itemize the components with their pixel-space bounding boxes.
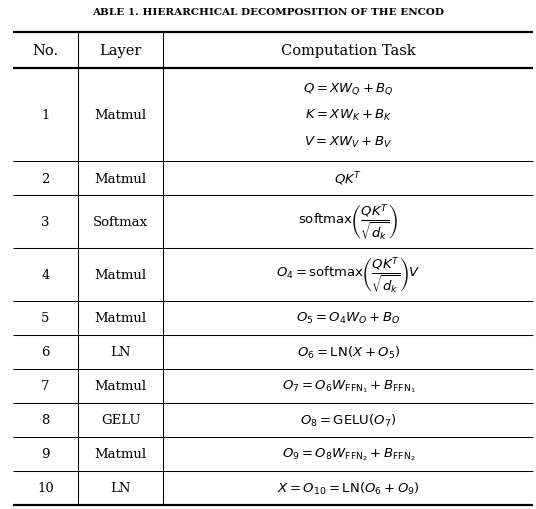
- Text: $O_5 = O_4W_O + B_O$: $O_5 = O_4W_O + B_O$: [296, 310, 401, 326]
- Text: $Q = XW_Q + B_Q$: $Q = XW_Q + B_Q$: [303, 81, 394, 97]
- Text: Matmul: Matmul: [94, 380, 147, 392]
- Text: Computation Task: Computation Task: [281, 44, 416, 58]
- Text: ABLE 1. HIERARCHICAL DECOMPOSITION OF THE ENCOD: ABLE 1. HIERARCHICAL DECOMPOSITION OF TH…: [92, 8, 444, 17]
- Text: $O_9 = O_8W_{\mathrm{FFN}_2} + B_{\mathrm{FFN}_2}$: $O_9 = O_8W_{\mathrm{FFN}_2} + B_{\mathr…: [281, 446, 415, 462]
- Text: 2: 2: [41, 173, 50, 186]
- Text: $V = XW_V + B_V$: $V = XW_V + B_V$: [304, 134, 392, 150]
- Text: Layer: Layer: [99, 44, 142, 58]
- Text: $O_7 = O_6W_{\mathrm{FFN}_1} + B_{\mathrm{FFN}_1}$: $O_7 = O_6W_{\mathrm{FFN}_1} + B_{\mathr…: [281, 378, 415, 394]
- Text: $X = O_{10} = \mathrm{LN}(O_6 + O_9)$: $X = O_{10} = \mathrm{LN}(O_6 + O_9)$: [277, 480, 420, 496]
- Text: 5: 5: [41, 312, 50, 325]
- Text: $O_8 = \mathrm{GELU}(O_7)$: $O_8 = \mathrm{GELU}(O_7)$: [300, 412, 397, 428]
- Text: Matmul: Matmul: [94, 447, 147, 461]
- Text: LN: LN: [110, 482, 131, 494]
- Text: Matmul: Matmul: [94, 173, 147, 186]
- Text: 4: 4: [41, 268, 50, 281]
- Text: GELU: GELU: [101, 414, 140, 427]
- Text: Softmax: Softmax: [93, 216, 148, 229]
- Text: $O_6 = \mathrm{LN}(X + O_5)$: $O_6 = \mathrm{LN}(X + O_5)$: [297, 344, 400, 360]
- Text: LN: LN: [110, 346, 131, 359]
- Text: 9: 9: [41, 447, 50, 461]
- Text: 1: 1: [41, 109, 50, 122]
- Text: Matmul: Matmul: [94, 312, 147, 325]
- Text: $K = XW_K + B_K$: $K = XW_K + B_K$: [304, 108, 392, 123]
- Text: $\mathrm{softmax}\left(\dfrac{QK^T}{\sqrt{d_k}}\right)$: $\mathrm{softmax}\left(\dfrac{QK^T}{\sqr…: [298, 202, 399, 243]
- Text: 8: 8: [41, 414, 50, 427]
- Text: No.: No.: [33, 44, 58, 58]
- Text: 6: 6: [41, 346, 50, 359]
- Text: Matmul: Matmul: [94, 109, 147, 122]
- Text: Matmul: Matmul: [94, 268, 147, 281]
- Text: $QK^T$: $QK^T$: [334, 171, 362, 188]
- Text: $O_4 = \mathrm{softmax}\left(\dfrac{QK^T}{\sqrt{d_k}}\right)V$: $O_4 = \mathrm{softmax}\left(\dfrac{QK^T…: [276, 254, 421, 295]
- Text: 3: 3: [41, 216, 50, 229]
- Text: 7: 7: [41, 380, 50, 392]
- Text: 10: 10: [37, 482, 54, 494]
